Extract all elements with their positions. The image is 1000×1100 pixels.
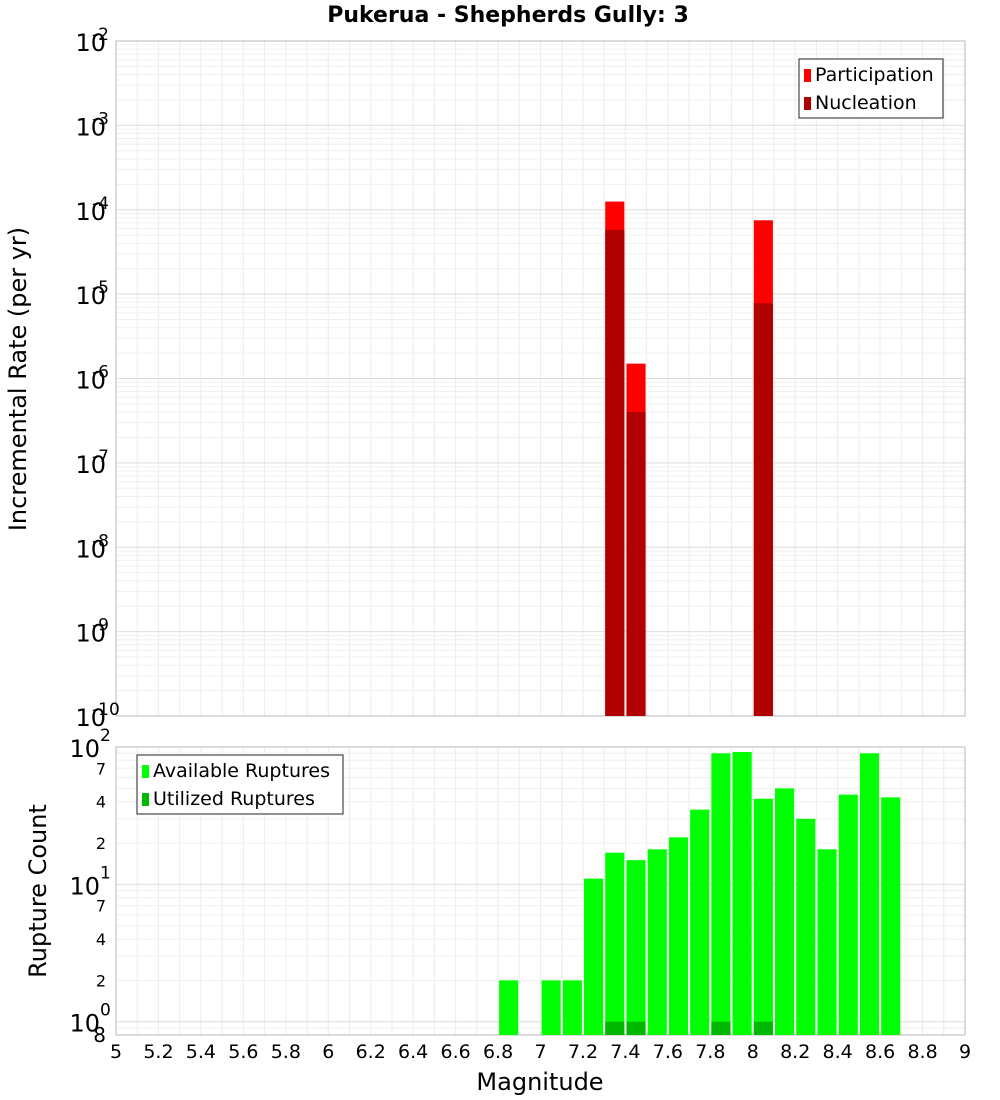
top-y-tick-label: 10: [75, 29, 106, 57]
bottom-legend-label-available-ruptures: Available Ruptures: [153, 760, 330, 782]
top-y-axis-label: Incremental Rate (per yr): [4, 227, 32, 531]
x-tick-label: 6: [322, 1041, 334, 1063]
top-legend-swatch-nucleation: [804, 97, 811, 110]
top-y-tick-exponent: -6: [92, 363, 109, 383]
x-tick-label: 7.2: [568, 1041, 598, 1063]
top-y-tick-exponent: -5: [92, 278, 109, 298]
bottom-y-tick-exponent: 1: [100, 863, 111, 883]
top-y-tick-exponent: -3: [92, 109, 109, 129]
bottom-y-tick-exponent: 2: [100, 726, 111, 746]
bottom-bar-utilized-ruptures: [753, 1021, 773, 1035]
top-y-tick-exponent: -7: [92, 447, 109, 467]
bottom-y-minor-tick-label: 4: [96, 930, 106, 949]
x-tick-label: 6.2: [356, 1041, 386, 1063]
top-y-tick-exponent: -10: [92, 700, 120, 720]
bottom-bar-available-ruptures: [562, 980, 582, 1035]
top-y-tick-label: 10: [75, 704, 106, 732]
top-legend: [798, 58, 944, 119]
bottom-bar-available-ruptures: [626, 860, 646, 1035]
bottom-bar-available-ruptures: [541, 980, 561, 1035]
x-tick-label: 8.6: [865, 1041, 895, 1063]
bottom-bar-utilized-ruptures: [626, 1021, 646, 1035]
top-bar-nucleation: [605, 229, 625, 717]
bottom-bar-available-ruptures: [775, 788, 795, 1035]
bottom-bar-available-ruptures: [584, 878, 604, 1035]
bottom-bar-available-ruptures: [881, 797, 901, 1035]
top-y-tick-label: 10: [75, 367, 106, 395]
bottom-bar-available-ruptures: [796, 818, 816, 1035]
bottom-y-minor-tick-label: 2: [96, 971, 106, 990]
top-bar-nucleation: [626, 412, 646, 716]
top-frame: [115, 40, 966, 717]
bottom-legend-label-utilized-ruptures: Utilized Ruptures: [153, 788, 315, 810]
x-tick-label: 7.8: [695, 1041, 725, 1063]
x-tick-label: 5.4: [186, 1041, 216, 1063]
x-tick-label: 5.6: [228, 1041, 258, 1063]
bottom-frame: [115, 746, 966, 1036]
bottom-bar-utilized-ruptures: [605, 1021, 625, 1035]
top-y-tick-label: 10: [75, 282, 106, 310]
bottom-y-minor-tick-label: 4: [96, 793, 106, 812]
bottom-y-tick-label: 10: [69, 1010, 100, 1038]
top-y-tick-label: 10: [75, 198, 106, 226]
x-axis-label: Magnitude: [476, 1068, 603, 1096]
chart-title: Pukerua - Shepherds Gully: 3: [327, 3, 689, 28]
bottom-legend: [136, 754, 344, 815]
x-tick-label: 6.6: [440, 1041, 470, 1063]
x-tick-label: 7.4: [610, 1041, 640, 1063]
bottom-legend-swatch-available-ruptures: [142, 765, 149, 778]
bottom-bar-available-ruptures: [605, 852, 625, 1035]
bottom-y-tick-exponent: 0: [100, 1001, 111, 1021]
bottom-y-axis-label: Rupture Count: [24, 804, 52, 978]
bottom-bar-available-ruptures: [838, 794, 858, 1035]
top-y-tick-exponent: -8: [92, 531, 109, 551]
top-legend-label-participation: Participation: [815, 64, 934, 86]
bottom-y-minor-tick-label: 7: [96, 897, 106, 916]
top-y-tick-label: 10: [75, 535, 106, 563]
bottom-y-minor-tick-label: 2: [96, 834, 106, 853]
x-tick-label: 8.4: [823, 1041, 853, 1063]
x-tick-label: 5: [110, 1041, 122, 1063]
x-tick-label: 7.6: [653, 1041, 683, 1063]
bottom-bar-utilized-ruptures: [711, 1021, 731, 1035]
x-tick-label: 8: [747, 1041, 759, 1063]
top-legend-swatch-participation: [804, 69, 811, 82]
bottom-bar-available-ruptures: [817, 849, 837, 1035]
bottom-bar-available-ruptures: [711, 753, 731, 1035]
bottom-bar-available-ruptures: [753, 798, 773, 1035]
x-tick-label: 6.8: [483, 1041, 513, 1063]
bottom-bar-available-ruptures: [499, 980, 519, 1035]
bottom-bar-available-ruptures: [647, 849, 667, 1035]
top-plot-area: ParticipationNucleation10-1010-910-810-7…: [75, 25, 966, 732]
top-y-tick-label: 10: [75, 451, 106, 479]
x-tick-label: 6.4: [398, 1041, 428, 1063]
x-tick-label: 7: [534, 1041, 546, 1063]
bottom-y-minor-tick-label: 7: [96, 759, 106, 778]
top-legend-label-nucleation: Nucleation: [815, 92, 917, 114]
top-y-tick-exponent: -9: [92, 616, 109, 636]
bottom-legend-swatch-utilized-ruptures: [142, 793, 149, 806]
x-tick-label: 9: [959, 1041, 971, 1063]
top-bar-nucleation: [753, 303, 773, 716]
bottom-y-tick-label: 10: [69, 872, 100, 900]
bottom-y-tick-label: 10: [69, 735, 100, 763]
top-y-tick-label: 10: [75, 620, 106, 648]
top-y-tick-exponent: -4: [92, 194, 109, 214]
bottom-bar-available-ruptures: [690, 809, 710, 1035]
bottom-bar-available-ruptures: [668, 837, 689, 1035]
x-tick-label: 8.8: [907, 1041, 937, 1063]
x-tick-label: 5.2: [143, 1041, 173, 1063]
x-tick-label: 5.8: [271, 1041, 301, 1063]
top-y-tick-label: 10: [75, 113, 106, 141]
top-y-tick-exponent: -2: [92, 25, 109, 45]
bottom-bar-available-ruptures: [732, 751, 752, 1035]
bottom-y-floor-label: 8: [93, 1023, 106, 1047]
x-tick-label: 8.2: [780, 1041, 810, 1063]
bottom-bar-available-ruptures: [859, 753, 880, 1035]
